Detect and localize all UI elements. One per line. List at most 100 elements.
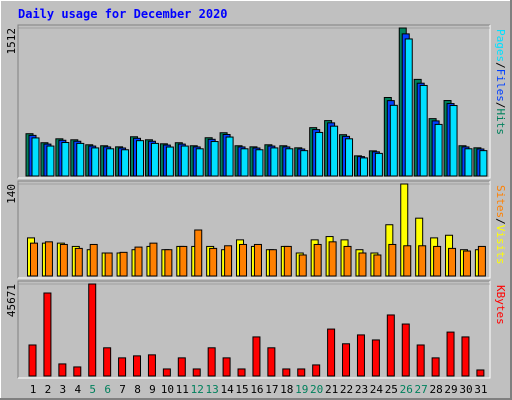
bar <box>358 252 367 277</box>
x-tick-label: 5 <box>89 383 96 396</box>
x-tick-label: 29 <box>444 383 457 396</box>
x-tick-label: 31 <box>474 383 487 396</box>
bar <box>270 147 279 177</box>
bar <box>73 366 82 377</box>
bar <box>389 104 398 177</box>
bar <box>28 344 37 377</box>
bar <box>343 245 352 277</box>
legend-separator: / <box>494 102 507 109</box>
x-tick-label: 27 <box>415 383 428 396</box>
x-tick-label: 3 <box>60 383 67 396</box>
bar <box>239 243 248 277</box>
bar <box>431 357 440 377</box>
bar <box>312 364 321 377</box>
bar <box>252 336 261 377</box>
bar <box>58 363 67 377</box>
panel-bevel-light <box>18 281 491 379</box>
x-tick-label: 26 <box>400 383 413 396</box>
x-tick-label: 12 <box>191 383 204 396</box>
bar <box>476 369 485 377</box>
bar <box>180 145 189 177</box>
bar <box>224 245 233 277</box>
bar <box>106 148 115 177</box>
bar <box>104 252 113 277</box>
bar <box>136 140 145 177</box>
y-tick-label: 140 <box>5 184 18 204</box>
bar <box>433 245 442 277</box>
legend: KBytes <box>494 285 507 325</box>
bar <box>328 241 337 277</box>
bar <box>297 368 306 377</box>
bar <box>285 148 294 177</box>
bar <box>315 131 324 177</box>
x-tick-label: 10 <box>161 383 174 396</box>
bar <box>177 357 186 377</box>
bar <box>61 142 70 177</box>
bar <box>371 339 380 377</box>
bar <box>121 149 130 177</box>
bar <box>404 38 413 177</box>
bar <box>91 147 100 177</box>
x-tick-label: 23 <box>355 383 368 396</box>
bar <box>434 123 443 177</box>
x-tick-label: 1 <box>30 383 37 396</box>
x-tick-label: 28 <box>429 383 442 396</box>
x-tick-label: 4 <box>74 383 81 396</box>
bar <box>282 368 291 377</box>
x-tick-label: 30 <box>459 383 472 396</box>
bar <box>118 357 127 377</box>
x-tick-label: 2 <box>45 383 52 396</box>
x-tick-label: 21 <box>325 383 338 396</box>
bar <box>44 241 53 277</box>
bar <box>448 247 457 277</box>
bar <box>359 157 368 177</box>
x-tick-label: 22 <box>340 383 353 396</box>
legend-separator: / <box>494 218 507 225</box>
bar <box>222 357 231 377</box>
bar <box>388 243 397 277</box>
panel-bevel-dark <box>17 24 490 178</box>
chart-title: Daily usage for December 2020 <box>18 7 228 21</box>
bar <box>419 84 428 177</box>
bar <box>210 141 219 177</box>
bar <box>46 145 55 177</box>
bar <box>150 142 159 177</box>
bar <box>164 249 173 277</box>
panel-bevel-dark <box>17 180 490 278</box>
bar <box>416 344 425 377</box>
bar <box>162 368 171 377</box>
x-tick-label: 11 <box>176 383 189 396</box>
bar <box>298 254 307 277</box>
bar <box>31 137 40 177</box>
bar <box>194 229 203 277</box>
bar <box>255 149 264 177</box>
bar <box>237 368 246 377</box>
bar <box>103 347 112 377</box>
bar <box>88 283 97 377</box>
x-tick-label: 9 <box>149 383 156 396</box>
bar <box>179 245 188 277</box>
x-tick-label: 15 <box>235 383 248 396</box>
bar <box>43 292 52 377</box>
legend-entry: Pages <box>494 29 507 62</box>
x-tick-label: 6 <box>104 383 111 396</box>
bar <box>386 314 395 377</box>
x-tick-label: 20 <box>310 383 323 396</box>
bar <box>327 328 336 377</box>
x-tick-label: 14 <box>220 383 234 396</box>
bar <box>209 247 218 277</box>
bar <box>240 148 249 177</box>
bar <box>89 243 98 277</box>
bar <box>373 254 382 277</box>
legend-separator: / <box>494 62 507 69</box>
bar <box>119 251 128 277</box>
bar <box>30 242 38 277</box>
bar <box>192 368 201 377</box>
x-tick-label: 19 <box>295 383 308 396</box>
bar <box>464 148 473 177</box>
bar <box>300 150 309 177</box>
bar <box>446 331 455 377</box>
bar <box>418 245 427 277</box>
